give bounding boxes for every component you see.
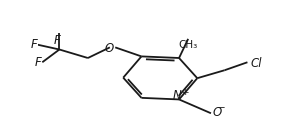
Text: O: O [104, 42, 114, 55]
Text: −: − [217, 103, 226, 113]
Text: N: N [173, 89, 182, 102]
Text: CH₃: CH₃ [178, 40, 198, 50]
Text: Cl: Cl [250, 57, 262, 70]
Text: O: O [213, 106, 222, 119]
Text: F: F [53, 34, 60, 47]
Text: +: + [181, 88, 188, 97]
Text: F: F [35, 56, 41, 69]
Text: F: F [30, 38, 37, 51]
